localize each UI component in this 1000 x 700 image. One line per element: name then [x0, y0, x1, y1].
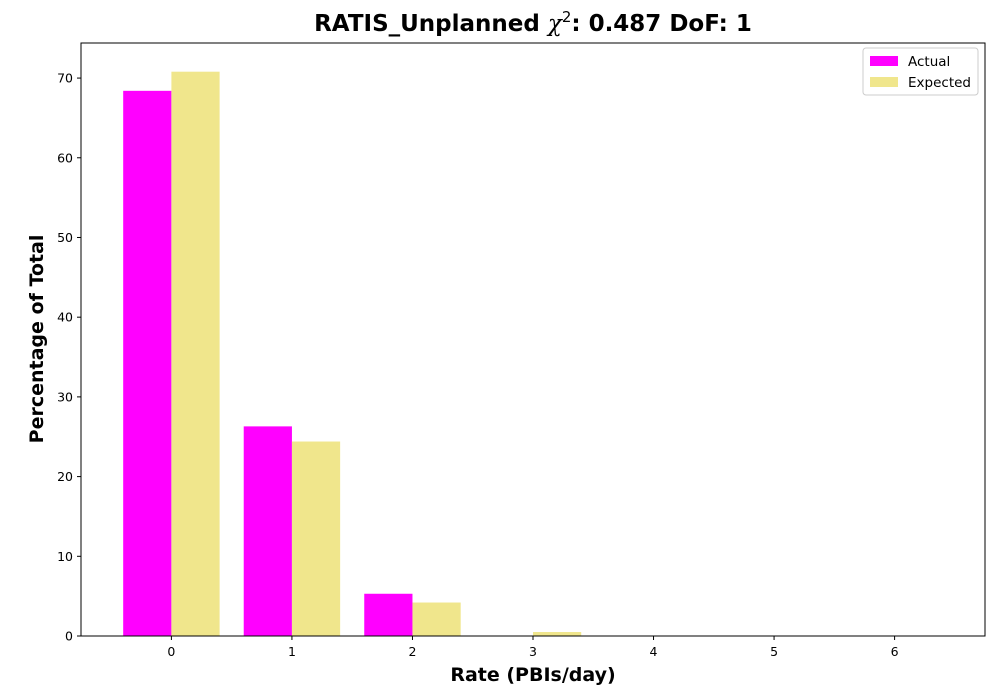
bar-expected-0: [171, 71, 220, 637]
y-tick-label-20: 20: [57, 469, 73, 484]
bar-actual-2: [364, 593, 413, 636]
chart-title: RATIS_Unplanned χ2: 0.487 DoF: 1: [314, 8, 752, 37]
bars-group: [123, 71, 702, 637]
x-tick-label-1: 1: [288, 644, 296, 659]
y-axis-ticks: 0 10 20 30 40 50 60 70: [57, 71, 81, 644]
y-tick-label-70: 70: [57, 71, 73, 86]
x-tick-label-5: 5: [770, 644, 778, 659]
x-tick-label-4: 4: [650, 644, 658, 659]
bar-expected-3: [533, 632, 582, 636]
legend-label-expected: Expected: [908, 75, 971, 91]
y-tick-label-60: 60: [57, 150, 73, 165]
bar-actual-0: [123, 90, 172, 637]
y-tick-label-40: 40: [57, 310, 73, 325]
x-axis-ticks: 0 1 2 3 4 5 6: [167, 636, 899, 659]
plot-area-frame: [80, 42, 986, 637]
chart-title-chi-exponent: 2: [562, 8, 572, 26]
chart-title-prefix: RATIS_Unplanned: [314, 11, 548, 37]
y-tick-label-10: 10: [57, 549, 73, 564]
legend-swatch-expected: [870, 77, 898, 87]
y-tick-label-0: 0: [65, 629, 73, 644]
x-axis-label: Rate (PBIs/day): [450, 664, 615, 686]
x-tick-label-3: 3: [529, 644, 537, 659]
y-tick-label-30: 30: [57, 389, 73, 404]
legend-swatch-actual: [870, 56, 898, 66]
x-tick-label-2: 2: [408, 644, 416, 659]
bar-actual-1: [243, 426, 292, 636]
y-tick-label-50: 50: [57, 230, 73, 245]
x-tick-label-6: 6: [891, 644, 899, 659]
legend-label-actual: Actual: [908, 54, 950, 70]
y-axis-label: Percentage of Total: [26, 235, 48, 444]
bar-expected-1: [291, 441, 341, 636]
chart-title-chi: χ: [546, 11, 564, 37]
x-tick-label-0: 0: [167, 644, 175, 659]
legend: Actual Expected: [862, 47, 979, 96]
chart-title-suffix: : 0.487 DoF: 1: [571, 11, 752, 37]
bar-expected-2: [412, 602, 461, 636]
